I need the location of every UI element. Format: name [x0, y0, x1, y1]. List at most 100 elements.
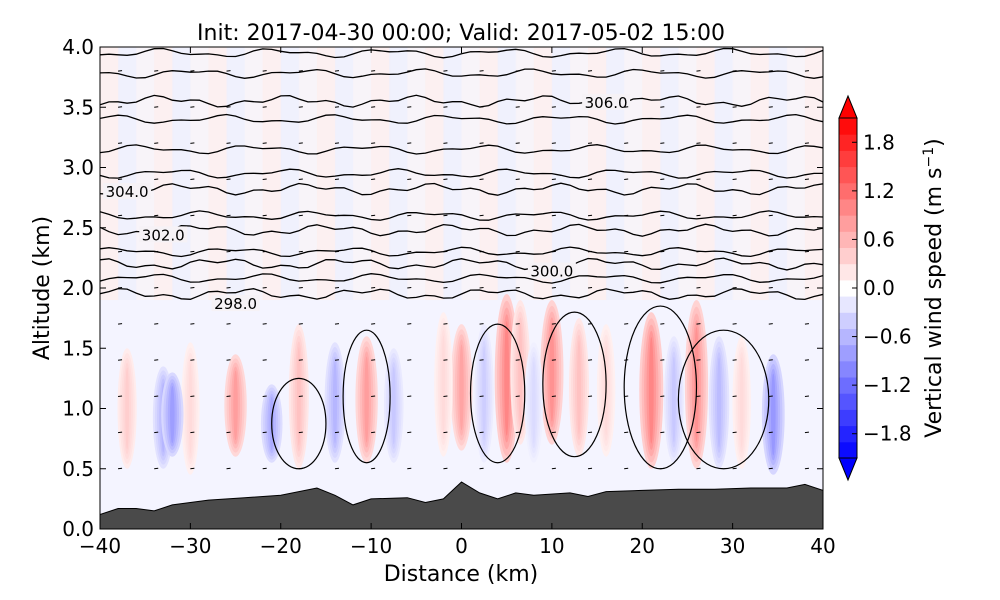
wind-vector: [118, 467, 123, 470]
wind-vector: [660, 359, 665, 361]
wind-vector: [118, 178, 123, 181]
plot-area: 298.0 300.0 302.0 304.0 306.0: [100, 47, 823, 529]
colorbar-tick-label: 1.8: [863, 130, 895, 154]
wind-vector: [226, 142, 231, 144]
contour-label-bg: [103, 183, 152, 200]
wind-vector: [515, 106, 520, 108]
wind-vector: [551, 395, 556, 397]
downdraft-core: [717, 357, 722, 448]
wind-vector: [624, 106, 629, 108]
colorbar-segment: [839, 360, 857, 378]
x-tick-label: 0: [455, 534, 468, 558]
field-band: [660, 47, 680, 301]
wind-vector: [804, 431, 809, 434]
y-axis-label: Altitude (km): [30, 216, 55, 360]
wind-vector: [804, 467, 809, 470]
wind-vector: [479, 178, 484, 181]
wind-vector: [624, 142, 629, 144]
wind-vector: [479, 287, 484, 289]
wind-vector: [154, 395, 159, 397]
wind-vector: [515, 70, 520, 72]
wind-vector: [371, 287, 376, 289]
wind-vector: [334, 431, 340, 434]
wind-vector: [696, 214, 701, 217]
field-band: [551, 47, 571, 301]
wind-vector: [804, 250, 809, 253]
colorbar-extend-top: [838, 94, 858, 119]
colorbar-segment: [839, 231, 857, 249]
wind-vector: [371, 467, 376, 470]
wind-vector: [226, 467, 231, 470]
wind-vector: [551, 323, 556, 325]
wind-vector: [407, 178, 412, 181]
wind-vector: [190, 359, 195, 361]
wind-vector: [118, 106, 123, 108]
wind-vector: [226, 178, 231, 181]
colorbar-tick-label: 1.2: [863, 179, 895, 203]
wind-vector: [298, 467, 303, 470]
x-tick-label: −20: [260, 534, 302, 558]
wind-vector: [262, 359, 267, 361]
theta-contour: [100, 144, 823, 155]
wind-vector: [407, 106, 412, 108]
colorbar-segment: [839, 247, 857, 265]
wind-vector: [118, 214, 123, 217]
wind-vector: [334, 142, 340, 144]
wind-vector: [551, 431, 556, 434]
wind-vector: [298, 214, 303, 217]
wind-vector: [587, 287, 593, 289]
downdraft-core: [391, 366, 396, 445]
wind-vector: [407, 467, 412, 470]
theta-contour-loop: [677, 329, 770, 470]
updraft-core: [576, 340, 581, 435]
wind-vector: [154, 323, 159, 325]
downdraft-core: [531, 361, 536, 444]
colorbar-tick-label: 0.6: [863, 227, 895, 251]
x-tick-label: 30: [720, 534, 745, 558]
wind-vector: [226, 431, 231, 434]
wind-vector: [624, 250, 629, 253]
field-band: [425, 47, 445, 301]
wind-vector: [732, 106, 737, 108]
wind-vector: [226, 250, 231, 253]
wind-vector: [479, 359, 484, 361]
wind-vector: [732, 142, 737, 144]
contour-label: 302.0: [142, 226, 185, 244]
wind-vector: [298, 250, 303, 253]
wind-vector: [768, 287, 773, 289]
wind-vector: [696, 178, 701, 181]
wind-vector: [732, 214, 737, 217]
wind-vector: [587, 70, 593, 72]
field-band: [678, 47, 698, 301]
wind-vector: [768, 359, 773, 361]
field-band: [334, 47, 355, 301]
y-tick-label: 1.0: [62, 397, 94, 421]
wind-vector: [587, 214, 593, 217]
downdraft-core: [771, 373, 776, 456]
updraft-core: [648, 337, 654, 444]
wind-vector: [407, 70, 412, 72]
theta-contour: [100, 246, 823, 258]
wind-vector: [804, 70, 809, 72]
wind-vector: [334, 250, 340, 253]
wind-vector: [804, 359, 809, 361]
theta-contour: [100, 287, 823, 301]
field-band: [768, 47, 788, 301]
contour-label-bg: [211, 295, 260, 312]
wind-vector: [118, 142, 123, 144]
wind-vector: [118, 395, 123, 397]
wind-vector: [551, 214, 556, 217]
x-axis-label: Distance (km): [384, 562, 539, 587]
wind-vector: [587, 359, 593, 361]
updraft-core: [441, 335, 446, 434]
wind-vector: [262, 287, 267, 289]
wind-vector: [479, 395, 484, 397]
wind-vector: [443, 178, 448, 181]
field-band: [136, 47, 156, 301]
wind-vector: [515, 250, 520, 253]
field-band: [588, 47, 608, 301]
wind-vector: [226, 323, 231, 325]
wind-vector: [551, 250, 556, 253]
wind-vector: [660, 106, 665, 108]
colorbar-tick-label: −1.2: [863, 373, 912, 397]
